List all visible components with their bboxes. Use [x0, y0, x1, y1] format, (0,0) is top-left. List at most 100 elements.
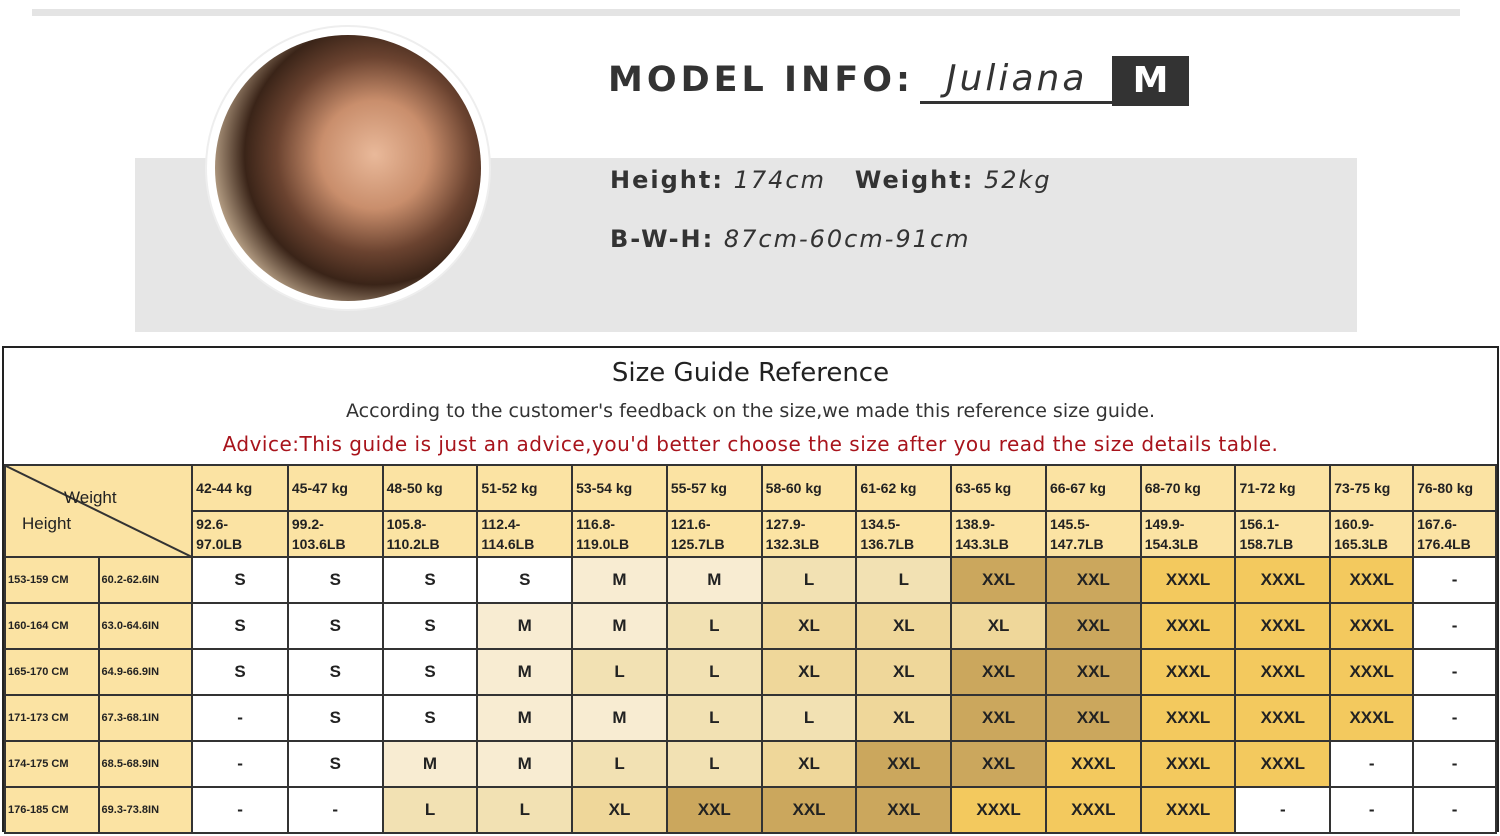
size-cell: S: [381, 648, 479, 696]
height-cm: 153-159 CM: [4, 556, 100, 604]
weight-lb-from: 145.5-: [1049, 516, 1090, 532]
weight-lb-header: 121.6- 125.7LB: [665, 510, 763, 558]
size-cell: S: [286, 740, 384, 788]
size-row: 153-159 CM 60.2-62.6IN S S S S M M L L XXL XXL XXXL X…: [4, 556, 1497, 604]
size-cell: XXXL: [1329, 648, 1415, 696]
size-cell: S: [381, 602, 479, 650]
weight-lb-from: 134.5-: [860, 516, 901, 532]
weight-value: 52kg: [983, 166, 1052, 194]
weight-kg-header: 61-62 kg: [855, 464, 953, 512]
weight-kg-header: 76-80 kg: [1412, 464, 1497, 512]
header-row-kg: Weight Height 42-44 kg 45-47 kg 48-50 kg 51-5…: [3, 464, 1497, 558]
model-size-badge: M: [1112, 56, 1189, 106]
size-cell: XXL: [1044, 556, 1142, 604]
size-cell: XXL: [950, 648, 1047, 696]
height-in: 67.3-68.1IN: [97, 694, 194, 742]
height-label: Height:: [610, 166, 724, 194]
weight-lb-to: 154.3LB: [1144, 536, 1199, 552]
size-cell: XL: [855, 694, 953, 742]
weight-lb-to: 103.6LB: [291, 536, 346, 552]
weight-lb-header: 138.9- 143.3LB: [950, 510, 1047, 558]
size-cell: -: [1329, 786, 1415, 834]
size-cell: L: [665, 740, 763, 788]
size-table: Weight Height 42-44 kg 45-47 kg 48-50 kg 51-5…: [3, 464, 1497, 834]
corner-height-label: Height: [22, 514, 72, 533]
size-cell: XXL: [760, 786, 858, 834]
weight-lb-to: 176.4LB: [1417, 536, 1471, 552]
size-cell: S: [286, 556, 384, 604]
weight-lb-header: 116.8- 119.0LB: [571, 510, 668, 558]
size-cell: L: [571, 740, 668, 788]
size-cell: XL: [855, 648, 953, 696]
size-cell: XXXL: [1139, 694, 1237, 742]
size-cell: XXL: [855, 740, 953, 788]
size-cell: -: [1412, 602, 1497, 650]
weight-lb-from: 149.9-: [1144, 516, 1185, 532]
height-cm: 165-170 CM: [4, 648, 100, 696]
size-cell: XL: [760, 740, 858, 788]
size-cell: M: [476, 694, 574, 742]
size-cell: L: [571, 648, 668, 696]
size-cell: L: [381, 786, 479, 834]
bwh-value: 87cm-60cm-91cm: [723, 225, 971, 253]
weight-lb-from: 127.9-: [765, 516, 806, 532]
size-cell: XXL: [1044, 694, 1142, 742]
weight-lb-header: 149.9- 154.3LB: [1139, 510, 1237, 558]
height-cm: 176-185 CM: [4, 786, 100, 834]
bwh-label: B-W-H:: [610, 225, 715, 253]
size-row: 160-164 CM 63.0-64.6IN S S S M M L XL XL XL XXL XXXL…: [4, 602, 1497, 650]
weight-lb-from: 92.6-: [196, 516, 229, 532]
weight-lb-header: 112.4- 114.6LB: [476, 510, 574, 558]
weight-label: Weight:: [854, 166, 975, 194]
size-cell: M: [476, 740, 574, 788]
weight-kg-header: 73-75 kg: [1329, 464, 1415, 512]
size-guide-title: Size Guide Reference: [611, 358, 890, 388]
size-cell: XXXL: [1044, 786, 1142, 834]
corner-header: Weight Height: [3, 464, 194, 558]
weight-kg-header: 58-60 kg: [760, 464, 858, 512]
size-cell: L: [760, 694, 858, 742]
weight-lb-header: 92.6- 97.0LB: [191, 510, 289, 558]
weight-lb-from: 105.8-: [386, 516, 427, 532]
height-value: 174cm: [733, 166, 826, 194]
size-cell: M: [571, 556, 668, 604]
size-cell: L: [855, 556, 953, 604]
weight-kg-header: 42-44 kg: [191, 464, 289, 512]
weight-lb-to: 125.7LB: [670, 536, 725, 552]
weight-lb-to: 114.6LB: [481, 536, 535, 552]
weight-lb-to: 119.0LB: [576, 536, 630, 552]
height-in: 63.0-64.6IN: [97, 602, 194, 650]
size-cell: XXXL: [950, 786, 1047, 834]
size-cell: XXL: [855, 786, 953, 834]
weight-lb-from: 116.8-: [576, 516, 616, 532]
model-measurements: Height: 174cm Weight: 52kg: [610, 166, 1052, 194]
size-cell: M: [381, 740, 479, 788]
size-row: 176-185 CM 69.3-73.8IN - - L L XL XXL XXL XXL XXXL…: [4, 786, 1497, 834]
weight-kg-header: 48-50 kg: [381, 464, 479, 512]
weight-lb-from: 156.1-: [1239, 516, 1280, 532]
size-cell: -: [191, 740, 289, 788]
size-cell: -: [1412, 648, 1497, 696]
size-cell: XXXL: [1234, 648, 1332, 696]
size-cell: M: [476, 648, 574, 696]
size-cell: S: [381, 694, 479, 742]
size-cell: L: [665, 602, 763, 650]
weight-kg-header: 45-47 kg: [286, 464, 384, 512]
height-in: 60.2-62.6IN: [97, 556, 194, 604]
weight-lb-to: 132.3LB: [765, 536, 820, 552]
weight-lb-to: 158.7LB: [1239, 536, 1294, 552]
size-cell: S: [191, 648, 289, 696]
size-cell: S: [286, 694, 384, 742]
weight-kg-header: 71-72 kg: [1234, 464, 1332, 512]
height-cm: 171-173 CM: [4, 694, 100, 742]
size-cell: XL: [760, 602, 858, 650]
weight-lb-from: 99.2-: [291, 516, 324, 532]
size-cell: -: [191, 786, 289, 834]
corner-diagonal: [6, 466, 194, 558]
weight-lb-header: 160.9- 165.3LB: [1329, 510, 1415, 558]
size-row: 171-173 CM 67.3-68.1IN - S S M M L L XL XXL XXL XXXL…: [4, 694, 1497, 742]
size-cell: XXXL: [1329, 602, 1415, 650]
weight-kg-header: 66-67 kg: [1044, 464, 1142, 512]
weight-kg-header: 63-65 kg: [950, 464, 1047, 512]
size-cell: -: [1234, 786, 1332, 834]
